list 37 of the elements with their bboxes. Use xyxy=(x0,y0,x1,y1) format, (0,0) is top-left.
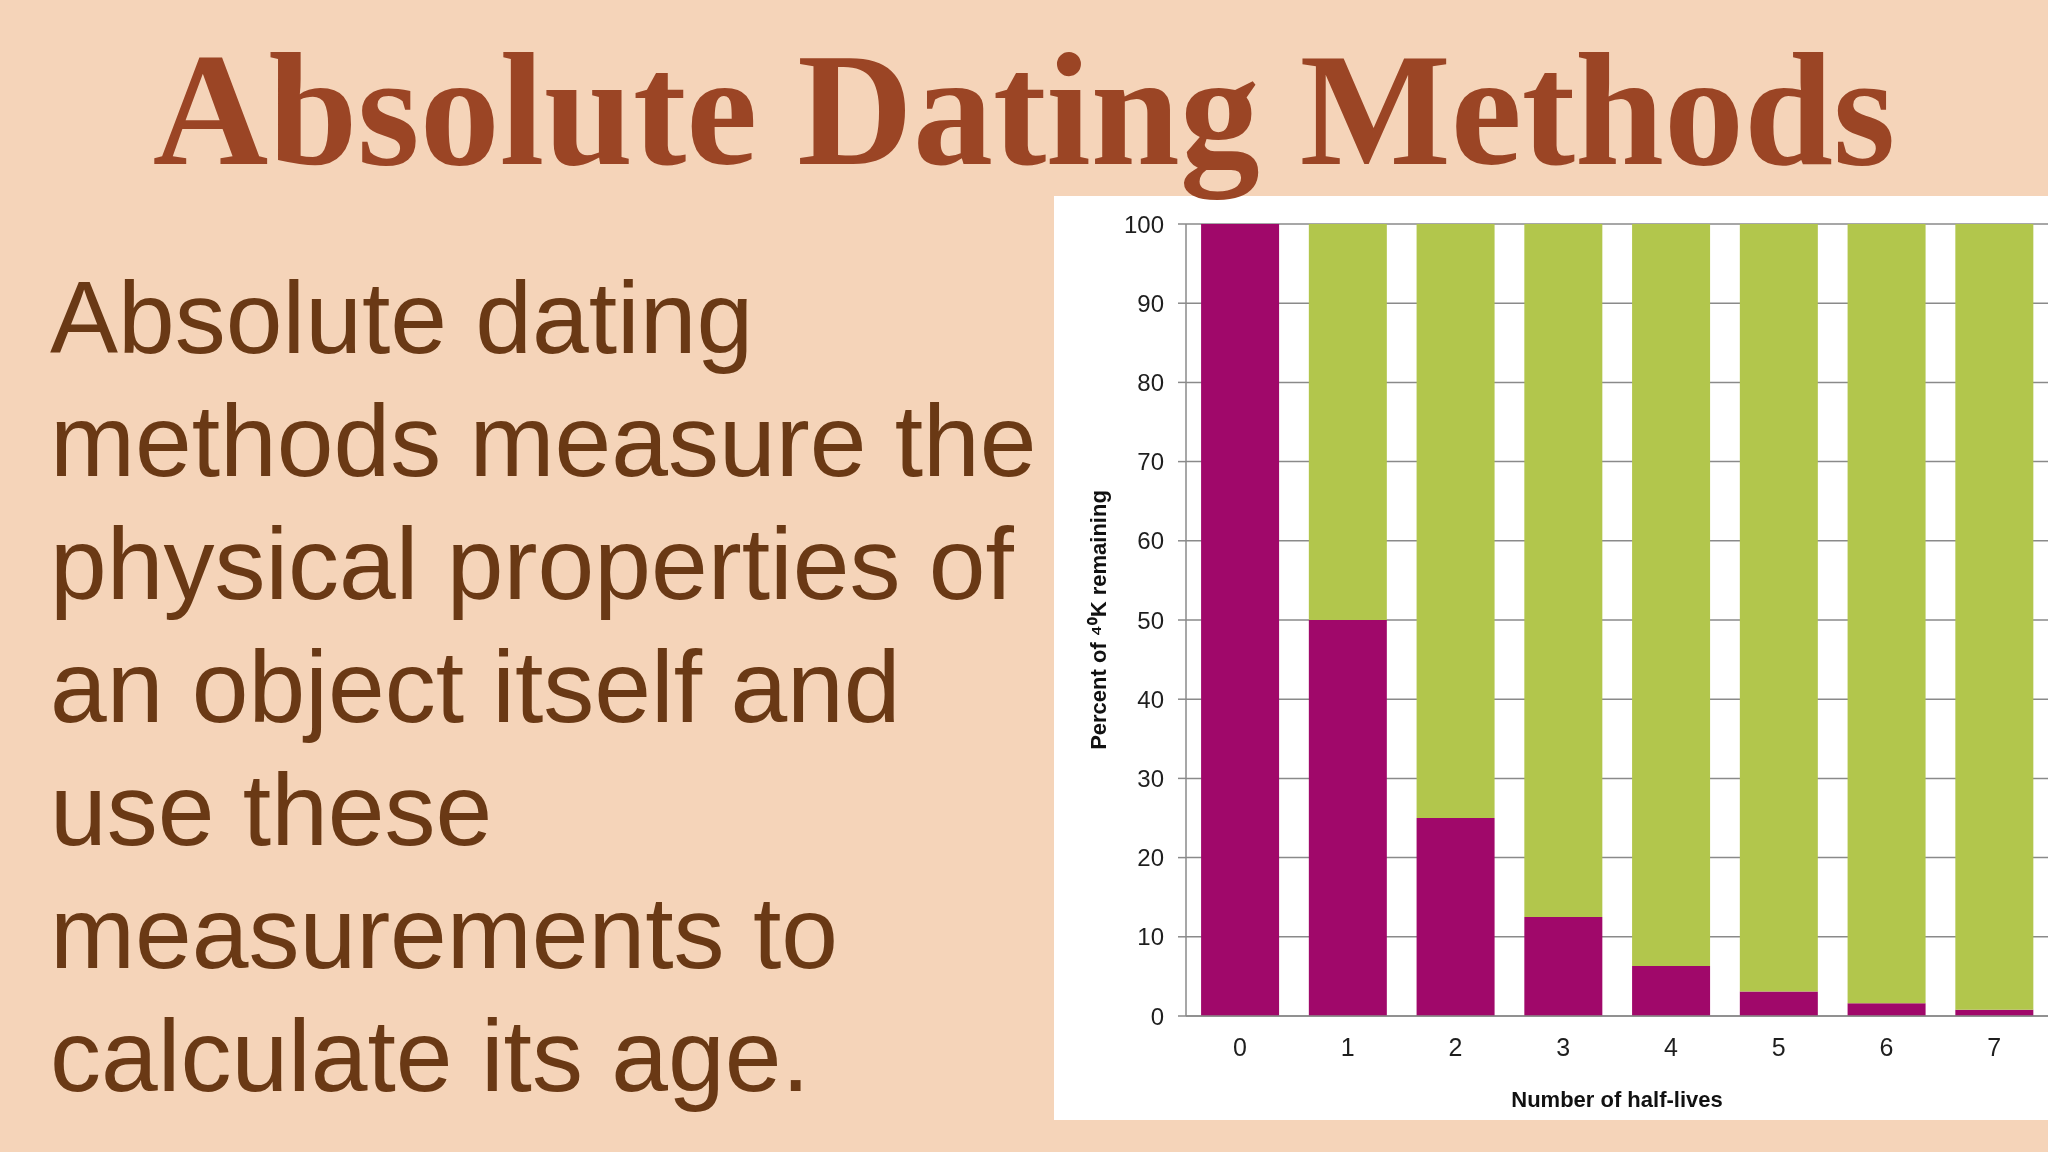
y-tick-label: 90 xyxy=(1137,289,1164,317)
y-tick-label: 30 xyxy=(1137,764,1164,792)
bar xyxy=(1847,1003,1926,1016)
x-tick-label: 3 xyxy=(1556,1032,1571,1061)
x-tick-label: 4 xyxy=(1663,1032,1678,1061)
bar xyxy=(1739,224,1818,992)
bar xyxy=(1632,966,1711,1016)
y-tick-label: 40 xyxy=(1137,685,1164,713)
y-tick-label: 0 xyxy=(1150,1002,1164,1030)
y-tick-label: 20 xyxy=(1137,844,1164,872)
text: Absolute dating methods measure the physical properties of an object itself and use these measurements to calculate its age. xyxy=(50,260,1038,1115)
y-tick-label: 80 xyxy=(1137,368,1164,396)
y-tick-label: 10 xyxy=(1137,923,1164,951)
x-tick-label: 2 xyxy=(1448,1032,1463,1061)
x-tick-label: 6 xyxy=(1879,1032,1894,1061)
bar xyxy=(1524,224,1603,917)
bar xyxy=(1847,224,1926,1004)
y-tick-label: 50 xyxy=(1137,606,1164,634)
bar xyxy=(1955,224,2034,1010)
bar xyxy=(1524,917,1603,1016)
x-tick-label: 1 xyxy=(1340,1032,1355,1061)
y-tick-label: 70 xyxy=(1137,448,1164,476)
x-tick-label: 0 xyxy=(1232,1032,1247,1061)
chart-title: Absolute Dating Methods xyxy=(151,21,1897,199)
bar xyxy=(1739,991,1818,1016)
x-axis-title: Number of half-lives xyxy=(1511,1086,1723,1112)
x-tick-label: 5 xyxy=(1771,1032,1786,1061)
bar xyxy=(1416,224,1495,818)
y-axis-title: Percent of ⁴⁰K remaining xyxy=(1085,490,1111,750)
bar xyxy=(1308,224,1387,620)
bar xyxy=(1308,620,1387,1016)
bar xyxy=(1416,818,1495,1016)
bar xyxy=(1201,224,1280,1016)
bar xyxy=(1632,224,1711,967)
y-tick-label: 60 xyxy=(1137,527,1164,555)
y-tick-label: 100 xyxy=(1123,210,1164,238)
x-tick-label: 7 xyxy=(1987,1032,2002,1061)
